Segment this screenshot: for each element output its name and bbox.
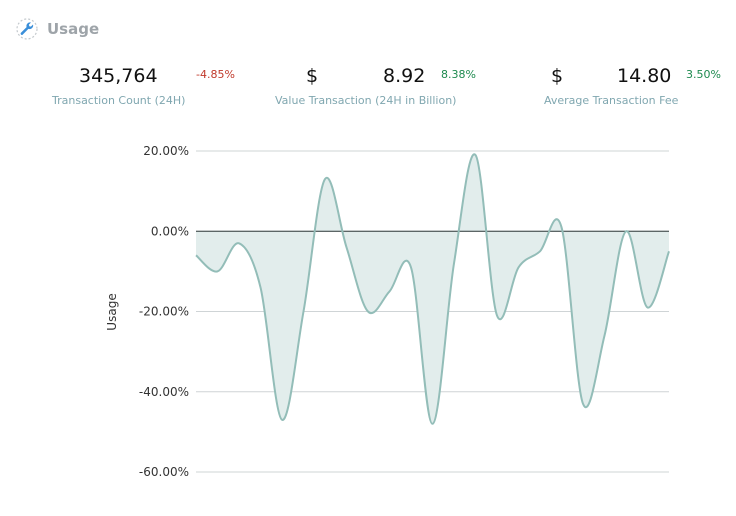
y-axis-label: Usage bbox=[105, 293, 119, 330]
panel-header: Usage bbox=[16, 17, 99, 41]
y-tick-label: -40.00% bbox=[139, 385, 189, 399]
wrench-icon bbox=[16, 18, 38, 40]
average-fee-value: 14.80 bbox=[617, 65, 672, 87]
average-fee-currency: $ bbox=[551, 65, 564, 87]
series-area bbox=[196, 154, 669, 424]
panel-title: Usage bbox=[47, 20, 100, 38]
y-tick-label: -60.00% bbox=[139, 465, 189, 479]
transaction-count-value: 345,764 bbox=[79, 65, 158, 87]
value-transaction-change: 8.38% bbox=[441, 68, 476, 81]
transaction-count-label: Transaction Count (24H) bbox=[52, 94, 186, 107]
series-line bbox=[195, 153, 670, 425]
value-transaction-label: Value Transaction (24H in Billion) bbox=[275, 94, 457, 107]
y-tick-label: 20.00% bbox=[143, 144, 189, 158]
transaction-count-change: -4.85% bbox=[196, 68, 235, 81]
average-fee-change: 3.50% bbox=[686, 68, 721, 81]
average-fee-label: Average Transaction Fee bbox=[544, 94, 679, 107]
value-transaction-value: 8.92 bbox=[383, 65, 426, 87]
value-transaction-currency: $ bbox=[306, 65, 319, 87]
y-tick-label: 0.00% bbox=[151, 224, 189, 238]
y-tick-label: -20.00% bbox=[139, 305, 189, 319]
